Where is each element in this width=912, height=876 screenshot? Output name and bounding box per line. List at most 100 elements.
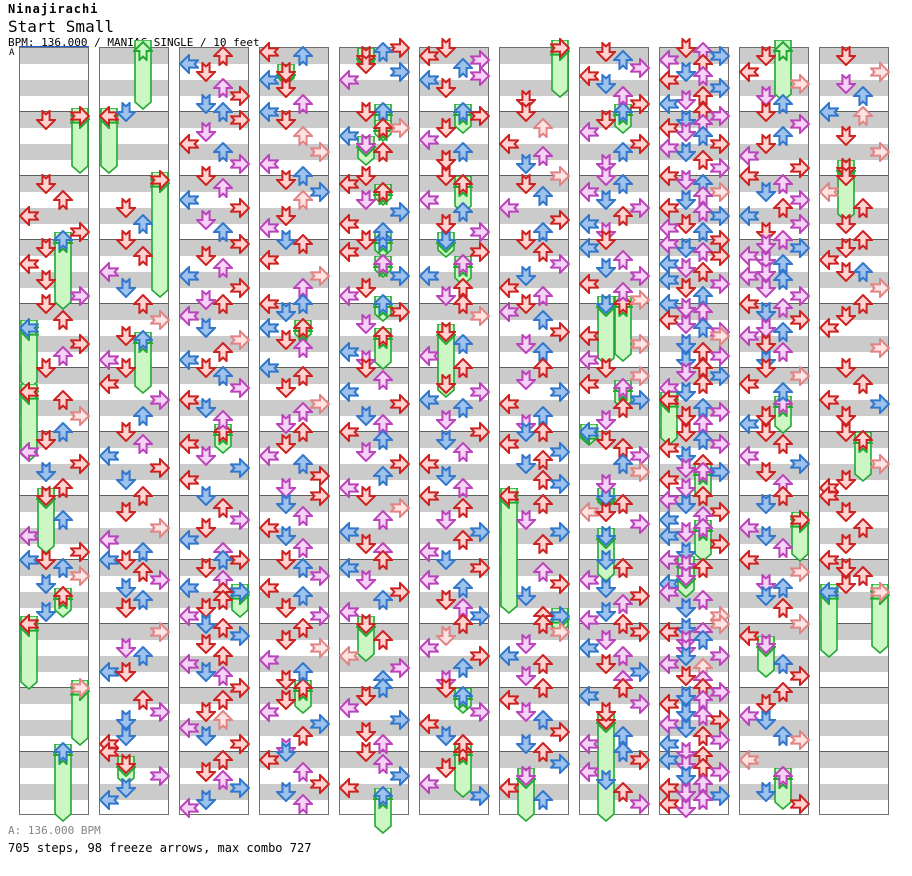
freeze-head-right-arrow <box>70 678 90 698</box>
note-up-arrow <box>613 594 633 614</box>
note-down-arrow <box>436 286 456 306</box>
note-right-arrow <box>630 334 650 354</box>
note-down-arrow <box>356 358 376 378</box>
note-down-arrow <box>436 550 456 570</box>
note-right-arrow <box>550 254 570 274</box>
note-down-arrow <box>116 710 136 730</box>
note-up-arrow <box>133 690 153 710</box>
note-up-arrow <box>853 518 873 538</box>
note-right-arrow <box>310 486 330 506</box>
note-right-arrow <box>230 458 250 478</box>
note-down-arrow <box>676 718 696 738</box>
note-right-arrow <box>470 702 490 722</box>
note-down-arrow <box>836 126 856 146</box>
note-down-arrow <box>516 266 536 286</box>
note-up-arrow <box>853 230 873 250</box>
freeze-head-up-arrow <box>293 318 313 338</box>
note-left-arrow <box>659 118 679 138</box>
note-up-arrow <box>53 346 73 366</box>
note-left-arrow <box>179 798 199 818</box>
freeze-arrow-body <box>151 172 169 298</box>
note-left-arrow <box>739 518 759 538</box>
note-left-arrow <box>739 146 759 166</box>
note-up-arrow <box>453 142 473 162</box>
note-down-arrow <box>676 298 696 318</box>
note-up-arrow <box>213 366 233 386</box>
freeze-head-left-arrow <box>579 422 599 442</box>
note-up-arrow <box>853 198 873 218</box>
note-down-arrow <box>436 466 456 486</box>
note-left-arrow <box>259 650 279 670</box>
note-right-arrow <box>470 786 490 806</box>
note-right-arrow <box>310 466 330 486</box>
note-up-arrow <box>133 562 153 582</box>
note-right-arrow <box>710 462 730 482</box>
note-down-arrow <box>436 78 456 98</box>
note-left-arrow <box>259 250 279 270</box>
note-down-arrow <box>36 238 56 258</box>
note-down-arrow <box>196 246 216 266</box>
chart-column-7 <box>499 38 570 822</box>
note-right-arrow <box>310 394 330 414</box>
note-up-arrow <box>213 710 233 730</box>
note-up-arrow <box>693 462 713 482</box>
note-right-arrow <box>470 242 490 262</box>
note-down-arrow <box>596 358 616 378</box>
note-down-arrow <box>756 86 776 106</box>
freeze-head-up-arrow <box>53 742 73 762</box>
note-down-arrow <box>596 258 616 278</box>
note-down-arrow <box>276 110 296 130</box>
note-right-arrow <box>550 622 570 642</box>
chart-column-8 <box>579 42 650 822</box>
note-left-arrow <box>659 714 679 734</box>
note-down-arrow <box>756 46 776 66</box>
note-right-arrow <box>550 474 570 494</box>
note-left-arrow <box>579 570 599 590</box>
note-up-arrow <box>133 434 153 454</box>
chart-column-5 <box>339 38 410 834</box>
note-up-arrow <box>453 578 473 598</box>
note-up-arrow <box>533 494 553 514</box>
note-down-arrow <box>356 534 376 554</box>
note-down-arrow <box>36 430 56 450</box>
note-down-arrow <box>116 358 136 378</box>
note-down-arrow <box>36 574 56 594</box>
note-right-arrow <box>70 222 90 242</box>
note-down-arrow <box>756 334 776 354</box>
note-right-arrow <box>70 334 90 354</box>
note-right-arrow <box>390 454 410 474</box>
note-right-arrow <box>390 658 410 678</box>
note-up-arrow <box>293 166 313 186</box>
note-left-arrow <box>739 750 759 770</box>
note-down-arrow <box>596 630 616 650</box>
note-left-arrow <box>99 262 119 282</box>
note-down-arrow <box>596 602 616 622</box>
note-left-arrow <box>339 174 359 194</box>
note-right-arrow <box>230 330 250 350</box>
freeze-head-up-arrow <box>53 230 73 250</box>
note-right-arrow <box>630 622 650 642</box>
note-left-arrow <box>579 274 599 294</box>
note-down-arrow <box>356 486 376 506</box>
note-up-arrow <box>693 486 713 506</box>
freeze-head-green-up-arrow <box>773 41 793 61</box>
note-left-arrow <box>259 358 279 378</box>
note-down-arrow <box>356 570 376 590</box>
note-left-arrow <box>499 434 519 454</box>
note-up-arrow <box>533 310 553 330</box>
note-down-arrow <box>836 46 856 66</box>
note-left-arrow <box>819 318 839 338</box>
note-right-arrow <box>70 566 90 586</box>
note-down-arrow <box>756 422 776 442</box>
freeze-head-down-arrow <box>356 614 376 634</box>
note-right-arrow <box>630 462 650 482</box>
note-down-arrow <box>756 710 776 730</box>
note-right-arrow <box>390 118 410 138</box>
note-up-arrow <box>613 558 633 578</box>
note-up-arrow <box>133 542 153 562</box>
note-down-arrow <box>676 190 696 210</box>
note-down-arrow <box>436 758 456 778</box>
note-right-arrow <box>710 326 730 346</box>
note-left-arrow <box>659 526 679 546</box>
